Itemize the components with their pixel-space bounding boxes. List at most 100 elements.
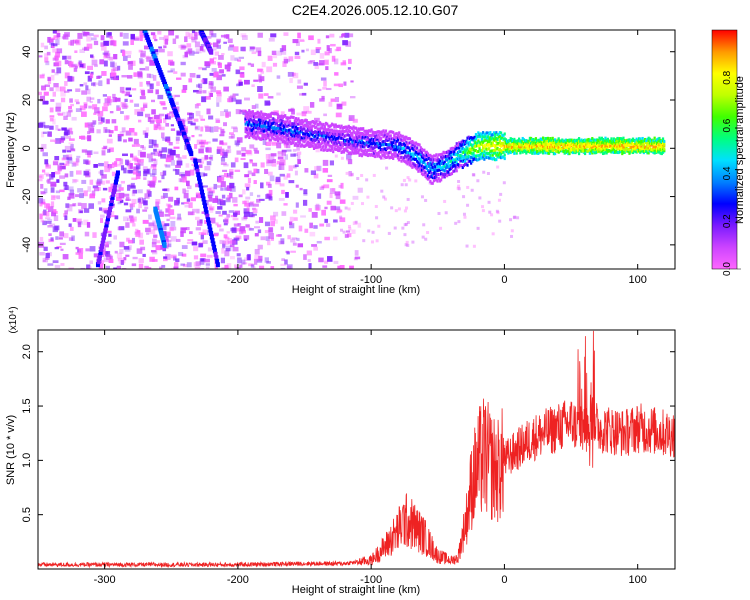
- heatmap-ridge-cell: [482, 131, 485, 135]
- heatmap-ridge-cell: [486, 152, 490, 156]
- heatmap-cell: [52, 91, 57, 97]
- heatmap-ridge-cell: [344, 125, 347, 129]
- heatmap-cell: [69, 145, 74, 149]
- heatmap-ridge-cell: [412, 164, 415, 168]
- heatmap-cell: [83, 82, 88, 86]
- heatmap-ridge-cell: [555, 150, 558, 154]
- heatmap-ridge-cell: [603, 151, 606, 155]
- heatmap-ridge-cell: [442, 155, 445, 159]
- heatmap-cell: [278, 139, 282, 144]
- heatmap-ridge-cell: [506, 139, 509, 143]
- heatmap-cell: [304, 168, 309, 173]
- heatmap-cell: [199, 260, 205, 265]
- heatmap-cell: [60, 91, 66, 97]
- heatmap-ridge-cell: [280, 134, 283, 138]
- heatmap-ridge-cell: [532, 138, 535, 142]
- heatmap-cell: [498, 219, 502, 223]
- heatmap-cell: [43, 125, 50, 129]
- heatmap-ridge-cell: [291, 141, 294, 145]
- heatmap-cell: [266, 66, 273, 73]
- heatmap-ridge-cell: [534, 137, 538, 141]
- heatmap-ridge-cell: [305, 129, 308, 133]
- heatmap-ridge-cell: [428, 171, 431, 175]
- heatmap-ridge-cell: [368, 134, 371, 138]
- heatmap-ridge-cell: [251, 119, 254, 123]
- heatmap-cell: [240, 229, 246, 234]
- heatmap-cell: [156, 119, 162, 124]
- heatmap-cell: [348, 117, 352, 121]
- heatmap-ridge-cell: [258, 137, 262, 141]
- heatmap-cell: [44, 57, 49, 63]
- heatmap-cell: [225, 247, 231, 252]
- heatmap-ridge-cell: [423, 158, 426, 162]
- heatmap-cell: [194, 125, 200, 131]
- heatmap-cell: [148, 214, 152, 220]
- heatmap-cell: [202, 49, 206, 53]
- heatmap-cell: [44, 203, 50, 209]
- heatmap-cell: [215, 118, 220, 124]
- heatmap-cell: [163, 163, 168, 167]
- heatmap-cell: [162, 137, 166, 141]
- heatmap-cell: [336, 208, 341, 214]
- heatmap-ridge-cell: [615, 149, 618, 153]
- heatmap-ridge-cell: [594, 147, 597, 151]
- heatmap-cell: [250, 264, 255, 268]
- heatmap-cell: [164, 223, 170, 227]
- heatmap-ridge-cell: [407, 136, 410, 140]
- heatmap-cell: [60, 86, 66, 92]
- heatmap-cell: [217, 206, 223, 210]
- heatmap-streak-cell: [113, 179, 118, 185]
- heatmap-ridge-cell: [341, 143, 344, 147]
- heatmap-ridge-cell: [292, 137, 295, 141]
- heatmap-ridge-cell: [446, 163, 449, 167]
- heatmap-cell: [117, 163, 122, 167]
- heatmap-ridge-cell: [456, 163, 460, 167]
- heatmap-cell: [121, 127, 126, 133]
- heatmap-cell: [283, 203, 288, 206]
- heatmap-cell: [198, 164, 203, 168]
- heatmap-ridge-cell: [291, 125, 294, 129]
- heatmap-cell: [139, 68, 146, 71]
- heatmap-cell: [187, 185, 192, 190]
- heatmap-ridge-cell: [255, 120, 258, 124]
- heatmap-ridge-cell: [571, 146, 575, 150]
- heatmap-cell: [276, 142, 282, 149]
- heatmap-ridge-cell: [273, 130, 276, 134]
- heatmap-ridge-cell: [318, 127, 322, 131]
- heatmap-ridge-cell: [661, 147, 665, 151]
- heatmap-cell: [151, 139, 157, 146]
- heatmap-ridge-cell: [299, 119, 302, 123]
- heatmap-cell: [77, 202, 82, 206]
- heatmap-ridge-cell: [631, 147, 635, 151]
- heatmap-ridge-cell: [312, 147, 316, 151]
- heatmap-ridge-cell: [518, 148, 521, 152]
- heatmap-ridge-cell: [317, 127, 320, 131]
- heatmap-cell: [235, 109, 241, 115]
- heatmap-cell: [66, 150, 72, 153]
- heatmap-cell: [243, 215, 248, 219]
- heatmap-ridge-cell: [464, 140, 467, 144]
- heatmap-cell: [139, 67, 146, 71]
- heatmap-cell: [178, 45, 185, 49]
- heatmap-ridge-cell: [324, 128, 328, 132]
- heatmap-cell: [324, 218, 328, 223]
- heatmap-cell: [104, 98, 111, 104]
- heatmap-ridge-cell: [294, 137, 298, 141]
- heatmap-cell: [202, 67, 207, 71]
- heatmap-ridge-cell: [658, 136, 661, 140]
- heatmap-ridge-cell: [628, 142, 631, 146]
- heatmap-cell: [307, 61, 313, 65]
- heatmap-ridge-cell: [335, 137, 338, 141]
- heatmap-ridge-cell: [458, 163, 461, 167]
- heatmap-ridge-cell: [310, 140, 313, 144]
- heatmap-ridge-cell: [470, 161, 473, 165]
- heatmap-ridge-cell: [565, 138, 569, 142]
- heatmap-ridge-cell: [428, 164, 431, 168]
- heatmap-cell: [165, 122, 170, 127]
- heatmap-ridge-cell: [586, 145, 589, 149]
- heatmap-cell: [331, 55, 336, 62]
- heatmap-cell: [96, 129, 101, 134]
- heatmap-cell: [227, 194, 231, 201]
- heatmap-cell: [219, 134, 225, 137]
- heatmap-ridge-cell: [482, 135, 485, 139]
